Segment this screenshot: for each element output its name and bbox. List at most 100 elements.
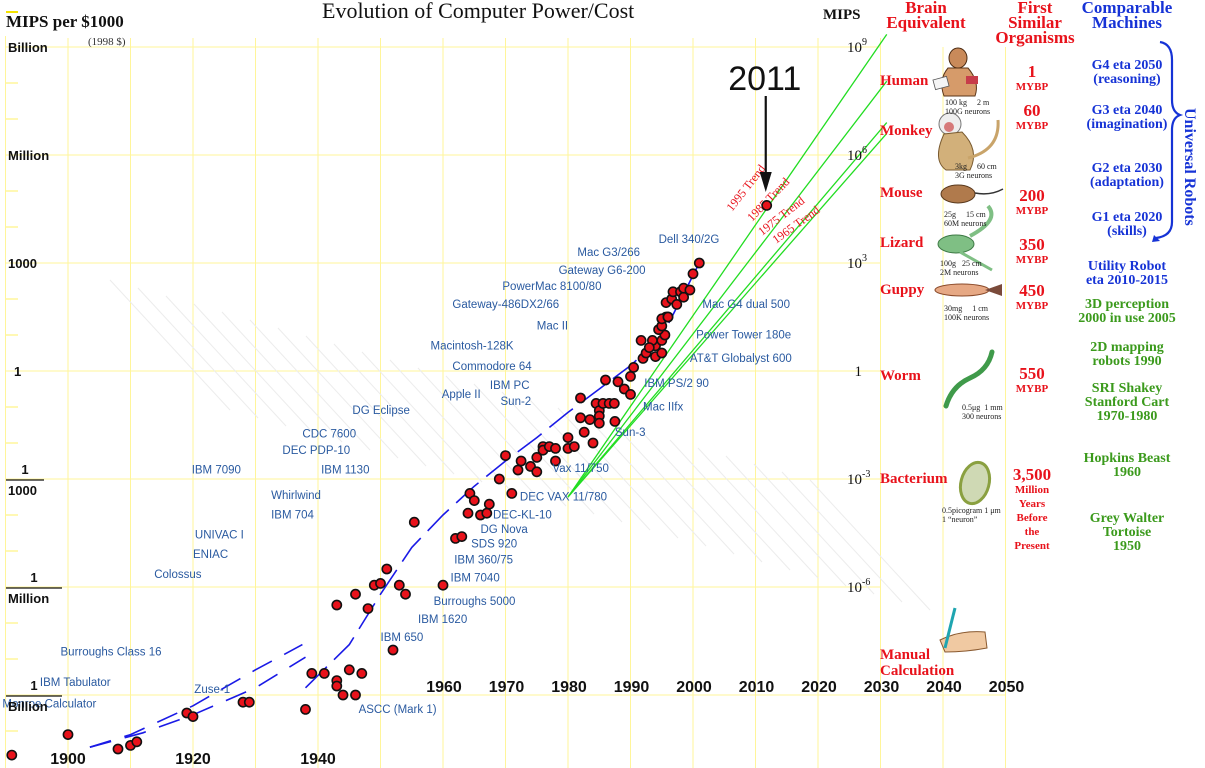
- data-point: [671, 298, 683, 310]
- leader-line: [305, 335, 427, 467]
- machine-label: DEC-KL-10: [493, 510, 552, 522]
- machine-label: ENIAC: [193, 549, 228, 561]
- leader-line: [277, 327, 399, 459]
- age-value: 60: [1023, 101, 1041, 120]
- machine-text-line2: (imagination): [1086, 117, 1168, 132]
- comparable-machine: Hopkins Beast 1960: [1068, 452, 1186, 480]
- organism-stats: 3kg 60 cm 3G neurons: [955, 162, 997, 181]
- machine-label: Whirlwind: [271, 490, 321, 502]
- data-point: [550, 455, 561, 467]
- machine-label: SDS 920: [471, 538, 517, 550]
- brain-equivalent-monkey: Monkey: [880, 123, 933, 140]
- machine-label: Sun-3: [615, 427, 646, 439]
- leader-line: [557, 407, 679, 539]
- organisms-header-line3: Organisms: [995, 28, 1075, 47]
- universal-robots-label: Universal Robots: [1181, 108, 1198, 226]
- universal-robots-brace: [1152, 40, 1184, 242]
- data-point: [515, 455, 527, 467]
- leader-line: [445, 375, 567, 507]
- monkey-icon: [944, 122, 954, 132]
- hand-with-pen-icon: [943, 607, 957, 649]
- comparable-machine: G1 eta 2020 (skills): [1068, 211, 1186, 239]
- machine-text-line2: Stanford Cart: [1084, 395, 1170, 410]
- human-icon: [932, 75, 950, 91]
- y-axis-label-left: MIPS per $1000: [6, 12, 124, 31]
- x-tick-label: 2010: [739, 679, 775, 696]
- data-point: [343, 664, 355, 676]
- brain-equivalent-lizard: Lizard: [880, 235, 924, 251]
- lizard-icon: [959, 250, 993, 272]
- guppy-icon: [985, 284, 1002, 296]
- machine-label: DG Eclipse: [352, 405, 410, 417]
- machine-label: Apple II: [442, 389, 481, 401]
- leader-line: [473, 383, 595, 515]
- highlight-arrow-head: [759, 172, 772, 192]
- machine-label: IBM 704: [271, 510, 314, 522]
- leader-line: [585, 415, 707, 547]
- data-point: [625, 388, 636, 400]
- leader-line: [221, 311, 343, 443]
- comparable-machine: 2D mapping robots 1990: [1068, 341, 1186, 369]
- x-tick-label: 1980: [551, 679, 587, 696]
- age-value: 350: [1019, 235, 1045, 254]
- comparable-machine: 3D perception 2000 in use 2005: [1068, 298, 1186, 326]
- machines-header-line1: Comparable: [1081, 0, 1173, 17]
- data-point: [306, 668, 318, 679]
- machine-label: Mac II: [537, 321, 568, 333]
- machine-text-line2: (adaptation): [1090, 175, 1164, 190]
- leader-line: [249, 319, 371, 451]
- leader-line: [389, 359, 511, 491]
- data-point: [331, 599, 343, 611]
- machine-text-line1: G3 eta 2040: [1091, 103, 1163, 118]
- machine-text-line2: (skills): [1107, 224, 1147, 239]
- x-tick-label: 2040: [926, 679, 962, 696]
- data-point: [609, 415, 621, 427]
- data-point: [643, 342, 655, 353]
- machine-text-line1: G4 eta 2050: [1091, 58, 1163, 73]
- age-unit: MYBP: [1015, 120, 1049, 132]
- machine-label: UNIVAC I: [195, 529, 244, 541]
- machine-text-line2: 2000 in use 2005: [1078, 311, 1176, 326]
- data-point: [578, 426, 590, 438]
- trend-line: [567, 132, 888, 498]
- y-tick-label-right: 1: [855, 364, 863, 380]
- machine-text-line2: 1960: [1113, 465, 1141, 480]
- data-point: [393, 579, 405, 591]
- machine-text-line1: SRI Shakey: [1091, 381, 1163, 396]
- organisms-header-line2: Similar: [1008, 13, 1062, 32]
- axis-labels: Billion Million 1000 1 1 1000 1 Million 1 Billion…: [6, 37, 1024, 768]
- data-point: [512, 464, 524, 476]
- human-icon: [948, 47, 968, 69]
- machine-text-line1: G1 eta 2020: [1091, 210, 1163, 225]
- data-point: [381, 563, 393, 575]
- organism-stats: 30mg 1 cm 100K neurons: [944, 303, 990, 322]
- machine-label: IBM PS/2 90: [644, 378, 709, 390]
- leader-line: [417, 367, 539, 499]
- x-tick-label: 1900: [50, 751, 86, 768]
- data-point: [687, 268, 699, 280]
- y-tick-label-denominator: 1000: [8, 483, 37, 498]
- y-tick-label-numerator: 1: [30, 570, 37, 585]
- data-point: [628, 361, 639, 373]
- age-value: 550: [1019, 364, 1045, 383]
- leader-line: [809, 479, 931, 611]
- x-tick-label: 2030: [864, 679, 900, 696]
- machine-text-line2: (reasoning): [1093, 72, 1161, 87]
- y-tick-exponent: 3: [862, 253, 867, 264]
- machine-label: Burroughs Class 16: [61, 646, 162, 658]
- x-tick-label: 1920: [175, 751, 211, 768]
- age-unit: MYBP: [1015, 81, 1049, 93]
- machine-label: Burroughs 5000: [434, 596, 516, 608]
- machine-label: Sun-2: [501, 396, 532, 408]
- x-tick-label: 1970: [489, 679, 525, 696]
- age-value: 200: [1019, 186, 1045, 205]
- machine-labels: Dell 340/2G Mac G3/266 Gateway G6-200 Power…: [2, 234, 791, 716]
- organism-stats: 25g 15 cm 60M neurons: [944, 209, 987, 228]
- data-point: [350, 689, 361, 701]
- human-icon: [941, 67, 977, 97]
- guppy-icon: [934, 283, 990, 297]
- age-value: 450: [1019, 281, 1045, 300]
- data-point: [493, 473, 505, 485]
- age-value: 1: [1027, 62, 1037, 81]
- mouse-icon: [974, 188, 1004, 195]
